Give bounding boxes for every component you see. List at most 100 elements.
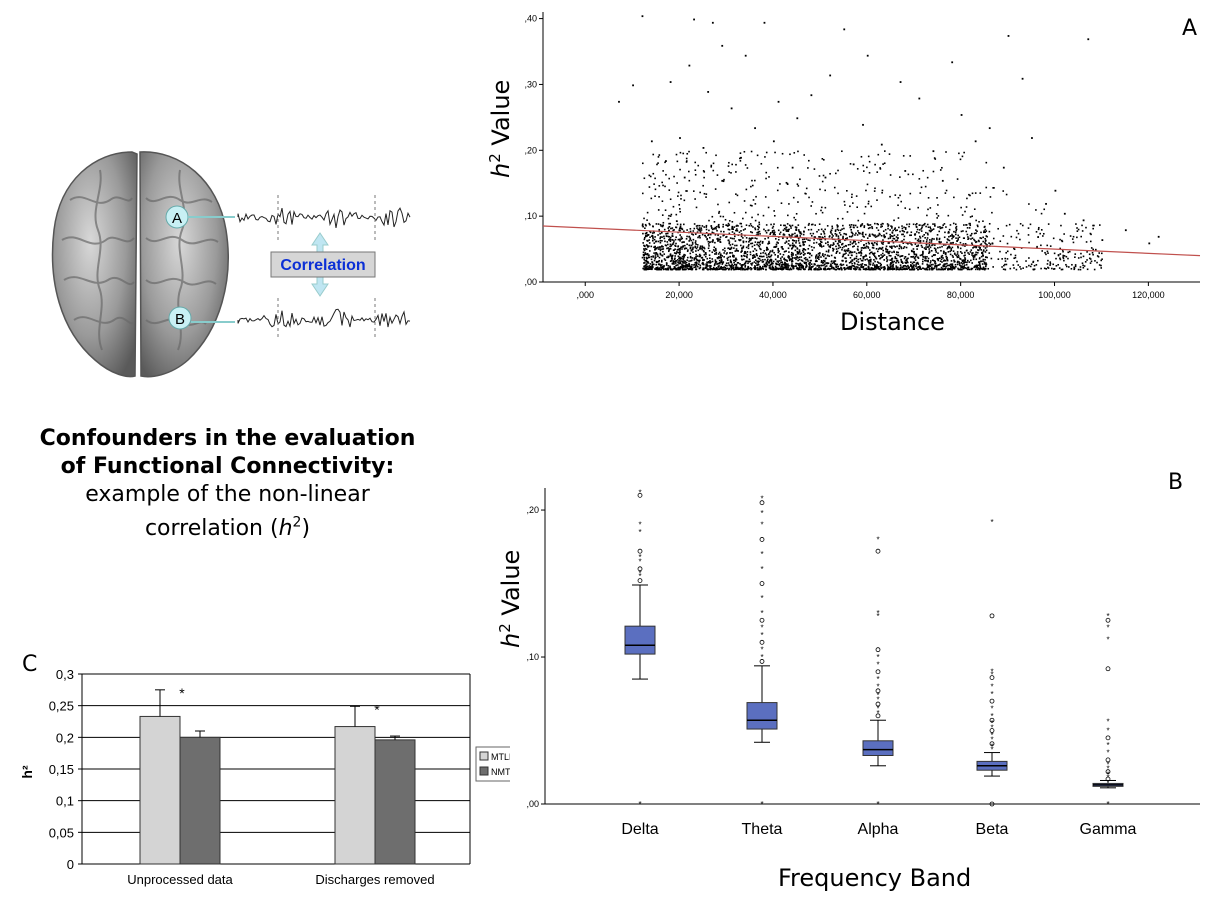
scatter-point	[844, 268, 847, 270]
scatter-point	[751, 262, 754, 264]
scatter-point	[763, 263, 766, 266]
scatter-point	[842, 263, 845, 266]
scatter-point	[776, 189, 779, 192]
box-outlier: *	[876, 675, 879, 684]
scatter-point	[661, 259, 663, 262]
scatter-point	[689, 256, 692, 259]
scatter-point	[705, 232, 708, 234]
scatter-point	[1059, 238, 1061, 241]
scatter-point	[914, 233, 917, 235]
scatter-point	[832, 244, 834, 246]
scatter-point	[694, 233, 697, 235]
scatter-point	[659, 248, 661, 250]
scatter-point	[963, 151, 965, 154]
scatter-point	[889, 268, 892, 270]
scatter-point	[1029, 265, 1032, 268]
scatter-point	[689, 237, 692, 239]
scatter-point	[683, 199, 686, 202]
scatter-point	[1010, 235, 1013, 238]
scatter-point	[970, 238, 972, 240]
scatter-point	[663, 228, 666, 231]
scatter-point	[644, 259, 646, 262]
scatter-point	[678, 268, 681, 271]
scatter-point	[756, 243, 758, 246]
scatter-point	[843, 245, 845, 248]
chart-c-category-label: Unprocessed data	[127, 872, 233, 887]
scatter-point	[965, 230, 968, 233]
scatter-point	[706, 262, 709, 264]
scatter-point	[735, 229, 737, 232]
scatter-point	[707, 233, 710, 236]
scatter-point	[865, 242, 868, 245]
scatter-point	[863, 255, 866, 258]
scatter-point	[1037, 259, 1039, 262]
scatter-point	[931, 268, 934, 270]
scatter-point	[838, 239, 841, 241]
scatter-point	[745, 260, 748, 263]
scatter-point	[798, 242, 801, 244]
scatter-point	[646, 211, 649, 214]
scatter-point	[821, 158, 824, 160]
scatter-point	[972, 258, 975, 261]
scatter-point	[715, 154, 717, 157]
scatter-point	[1035, 231, 1038, 233]
scatter-point	[733, 247, 735, 249]
scatter-point	[970, 259, 972, 262]
scatter-point	[686, 243, 688, 246]
scatter-point	[848, 235, 851, 238]
scatter-point	[765, 177, 767, 180]
scatter-point	[848, 252, 851, 254]
scatter-point	[818, 266, 820, 269]
scatter-point	[783, 250, 786, 253]
scatter-point	[655, 266, 658, 269]
scatter-point	[714, 233, 717, 236]
scatter-point	[946, 246, 949, 249]
scatter-point	[787, 255, 790, 257]
box-outlier: *	[1106, 774, 1109, 783]
scatter-point	[817, 256, 820, 259]
scatter-point	[1059, 247, 1061, 250]
scatter-point	[867, 265, 870, 268]
scatter-point	[879, 168, 882, 170]
box-outlier	[989, 741, 995, 747]
scatter-point	[815, 259, 818, 262]
scatter-point	[874, 265, 876, 268]
scatter-point	[782, 263, 785, 266]
scatter-point	[877, 262, 880, 264]
scatter-point	[1089, 240, 1092, 243]
scatter-point	[787, 256, 789, 258]
scatter-point	[779, 253, 782, 255]
correlation-box	[270, 251, 376, 278]
scatter-point	[823, 268, 826, 270]
scatter-point	[850, 235, 853, 238]
scatter-point	[925, 240, 928, 243]
scatter-point	[870, 205, 873, 208]
scatter-point	[716, 238, 718, 240]
scatter-point	[745, 255, 748, 258]
scatter-point	[871, 226, 873, 228]
scatter-point	[773, 229, 775, 232]
scatter-point	[949, 246, 951, 249]
scatter-point	[840, 268, 843, 271]
scatter-point	[683, 255, 686, 258]
scatter-point	[694, 246, 696, 249]
scatter-point	[1071, 238, 1074, 240]
scatter-point	[921, 226, 923, 229]
scatter-point	[671, 256, 673, 259]
scatter-point	[969, 194, 971, 197]
scatter-point	[662, 246, 664, 248]
scatter-point	[962, 237, 965, 240]
scatter-point	[963, 254, 965, 257]
scatter-point	[834, 172, 837, 175]
scatter-point	[769, 255, 772, 258]
scatter-point	[921, 224, 923, 227]
scatter-point	[860, 224, 862, 227]
scatter-point	[771, 265, 774, 268]
scatter-point	[705, 196, 707, 198]
scatter-point	[938, 241, 940, 243]
scatter-point	[975, 241, 977, 244]
scatter-point	[971, 237, 974, 239]
scatter-point	[974, 140, 977, 143]
scatter-point	[810, 223, 813, 226]
scatter-point	[833, 186, 836, 189]
